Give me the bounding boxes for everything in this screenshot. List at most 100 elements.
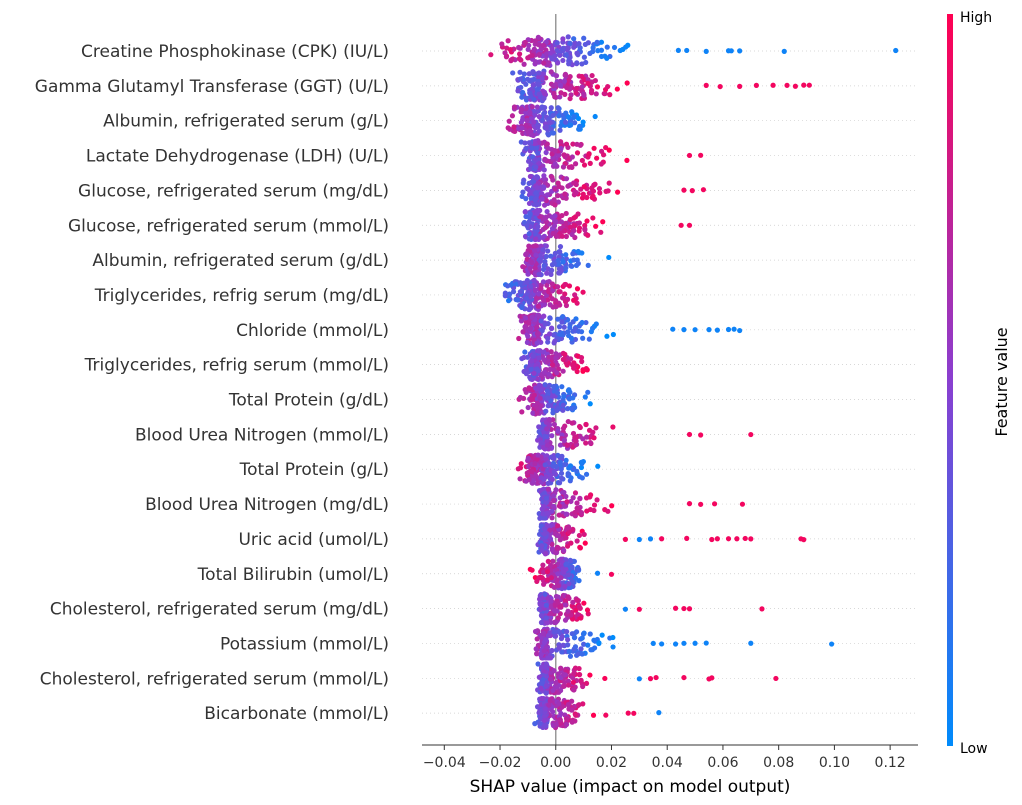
shap-dot — [604, 333, 610, 339]
shap-dot — [557, 94, 563, 100]
shap-dot-outlier — [686, 222, 693, 228]
shap-dot — [575, 566, 582, 572]
shap-dot — [543, 408, 549, 414]
shap-dot — [585, 232, 591, 238]
shap-dot — [530, 82, 536, 88]
colorbar-title: Feature value — [992, 327, 1011, 436]
shap-dot — [529, 145, 535, 151]
shap-dot — [579, 475, 585, 481]
shap-dot — [574, 597, 580, 603]
shap-dot — [553, 81, 559, 88]
shap-dot — [545, 297, 551, 303]
shap-dot — [558, 219, 565, 225]
shap-dot — [545, 335, 551, 342]
feature-label: Cholesterol, refrigerated serum (mg/dL) — [50, 600, 389, 620]
shap-dot — [523, 251, 530, 257]
shap-dot-outlier — [681, 187, 687, 193]
shap-dot — [576, 423, 583, 430]
shap-dot — [541, 91, 547, 97]
shap-dot — [593, 223, 599, 229]
shap-dot — [556, 152, 562, 158]
shap-dot — [551, 90, 557, 97]
shap-dot-outlier — [753, 82, 759, 88]
shap-dot-outlier — [759, 606, 765, 612]
shap-dot-outlier — [659, 536, 665, 542]
shap-dot — [570, 141, 576, 147]
shap-dot-outlier — [806, 82, 812, 88]
shap-dot — [511, 124, 517, 130]
shap-dot — [569, 707, 575, 713]
shap-dot — [523, 295, 530, 301]
shap-dot — [555, 428, 561, 434]
shap-dot — [563, 265, 569, 271]
shap-dot — [566, 529, 572, 535]
shap-dot — [533, 196, 539, 202]
shap-dot — [541, 173, 547, 179]
shap-dot — [567, 463, 574, 469]
colorbar-gradient — [947, 14, 953, 746]
shap-dot — [560, 314, 566, 320]
shap-dot — [505, 298, 512, 304]
shap-dot — [556, 628, 562, 635]
shap-dot — [598, 229, 604, 235]
shap-dot — [534, 185, 540, 191]
shap-dot — [517, 394, 524, 401]
shap-dot — [581, 630, 587, 636]
shap-dot — [552, 633, 558, 639]
shap-dot — [578, 615, 584, 621]
shap-dot — [561, 547, 567, 554]
shap-dot — [529, 53, 535, 59]
shap-dot — [599, 632, 605, 638]
beeswarm-dots — [488, 34, 899, 731]
shap-dot — [529, 104, 535, 110]
shap-dot — [579, 250, 585, 256]
shap-dot — [578, 509, 585, 516]
shap-dot — [547, 676, 553, 682]
shap-dot — [538, 285, 544, 292]
shap-dot — [561, 45, 567, 51]
shap-dot — [598, 161, 604, 167]
shap-dot — [581, 162, 588, 168]
shap-dot — [531, 277, 537, 283]
shap-dot-outlier — [709, 536, 715, 543]
shap-dot — [541, 369, 548, 375]
shap-dot — [550, 230, 556, 237]
shap-dot — [550, 112, 556, 118]
shap-dot — [508, 58, 514, 64]
shap-dot — [561, 489, 567, 496]
shap-dot — [569, 631, 575, 637]
shap-dot — [587, 672, 593, 678]
shap-dot — [568, 475, 574, 481]
shap-dot — [518, 318, 524, 324]
shap-dot — [579, 84, 585, 90]
shap-dot — [561, 78, 568, 84]
shap-dot — [533, 243, 539, 249]
feature-label: Triglycerides, refrig serum (mmol/L) — [84, 356, 389, 376]
shap-dot — [519, 409, 525, 415]
shap-dot — [542, 706, 549, 712]
shap-dot — [576, 220, 583, 226]
shap-dot-outlier — [706, 676, 712, 682]
shap-dot — [548, 603, 554, 609]
shap-dot — [536, 128, 542, 134]
shap-dot — [529, 567, 535, 573]
shap-dot — [581, 531, 587, 538]
shap-dot — [519, 193, 525, 200]
colorbar-high-label: High — [960, 10, 992, 26]
x-tick-label: 0.00 — [540, 755, 571, 771]
shap-dot — [562, 602, 569, 608]
shap-dot — [573, 607, 579, 613]
shap-dot — [566, 77, 572, 83]
shap-dot — [511, 104, 518, 110]
shap-dot — [532, 141, 539, 147]
shap-dot — [551, 223, 558, 229]
shap-dot — [517, 280, 523, 286]
shap-dot — [554, 47, 560, 54]
shap-dot — [510, 289, 517, 295]
shap-dot — [579, 319, 585, 326]
shap-dot — [541, 581, 547, 587]
shap-dot — [522, 315, 529, 321]
shap-dot — [568, 498, 574, 505]
shap-dot — [531, 370, 537, 376]
